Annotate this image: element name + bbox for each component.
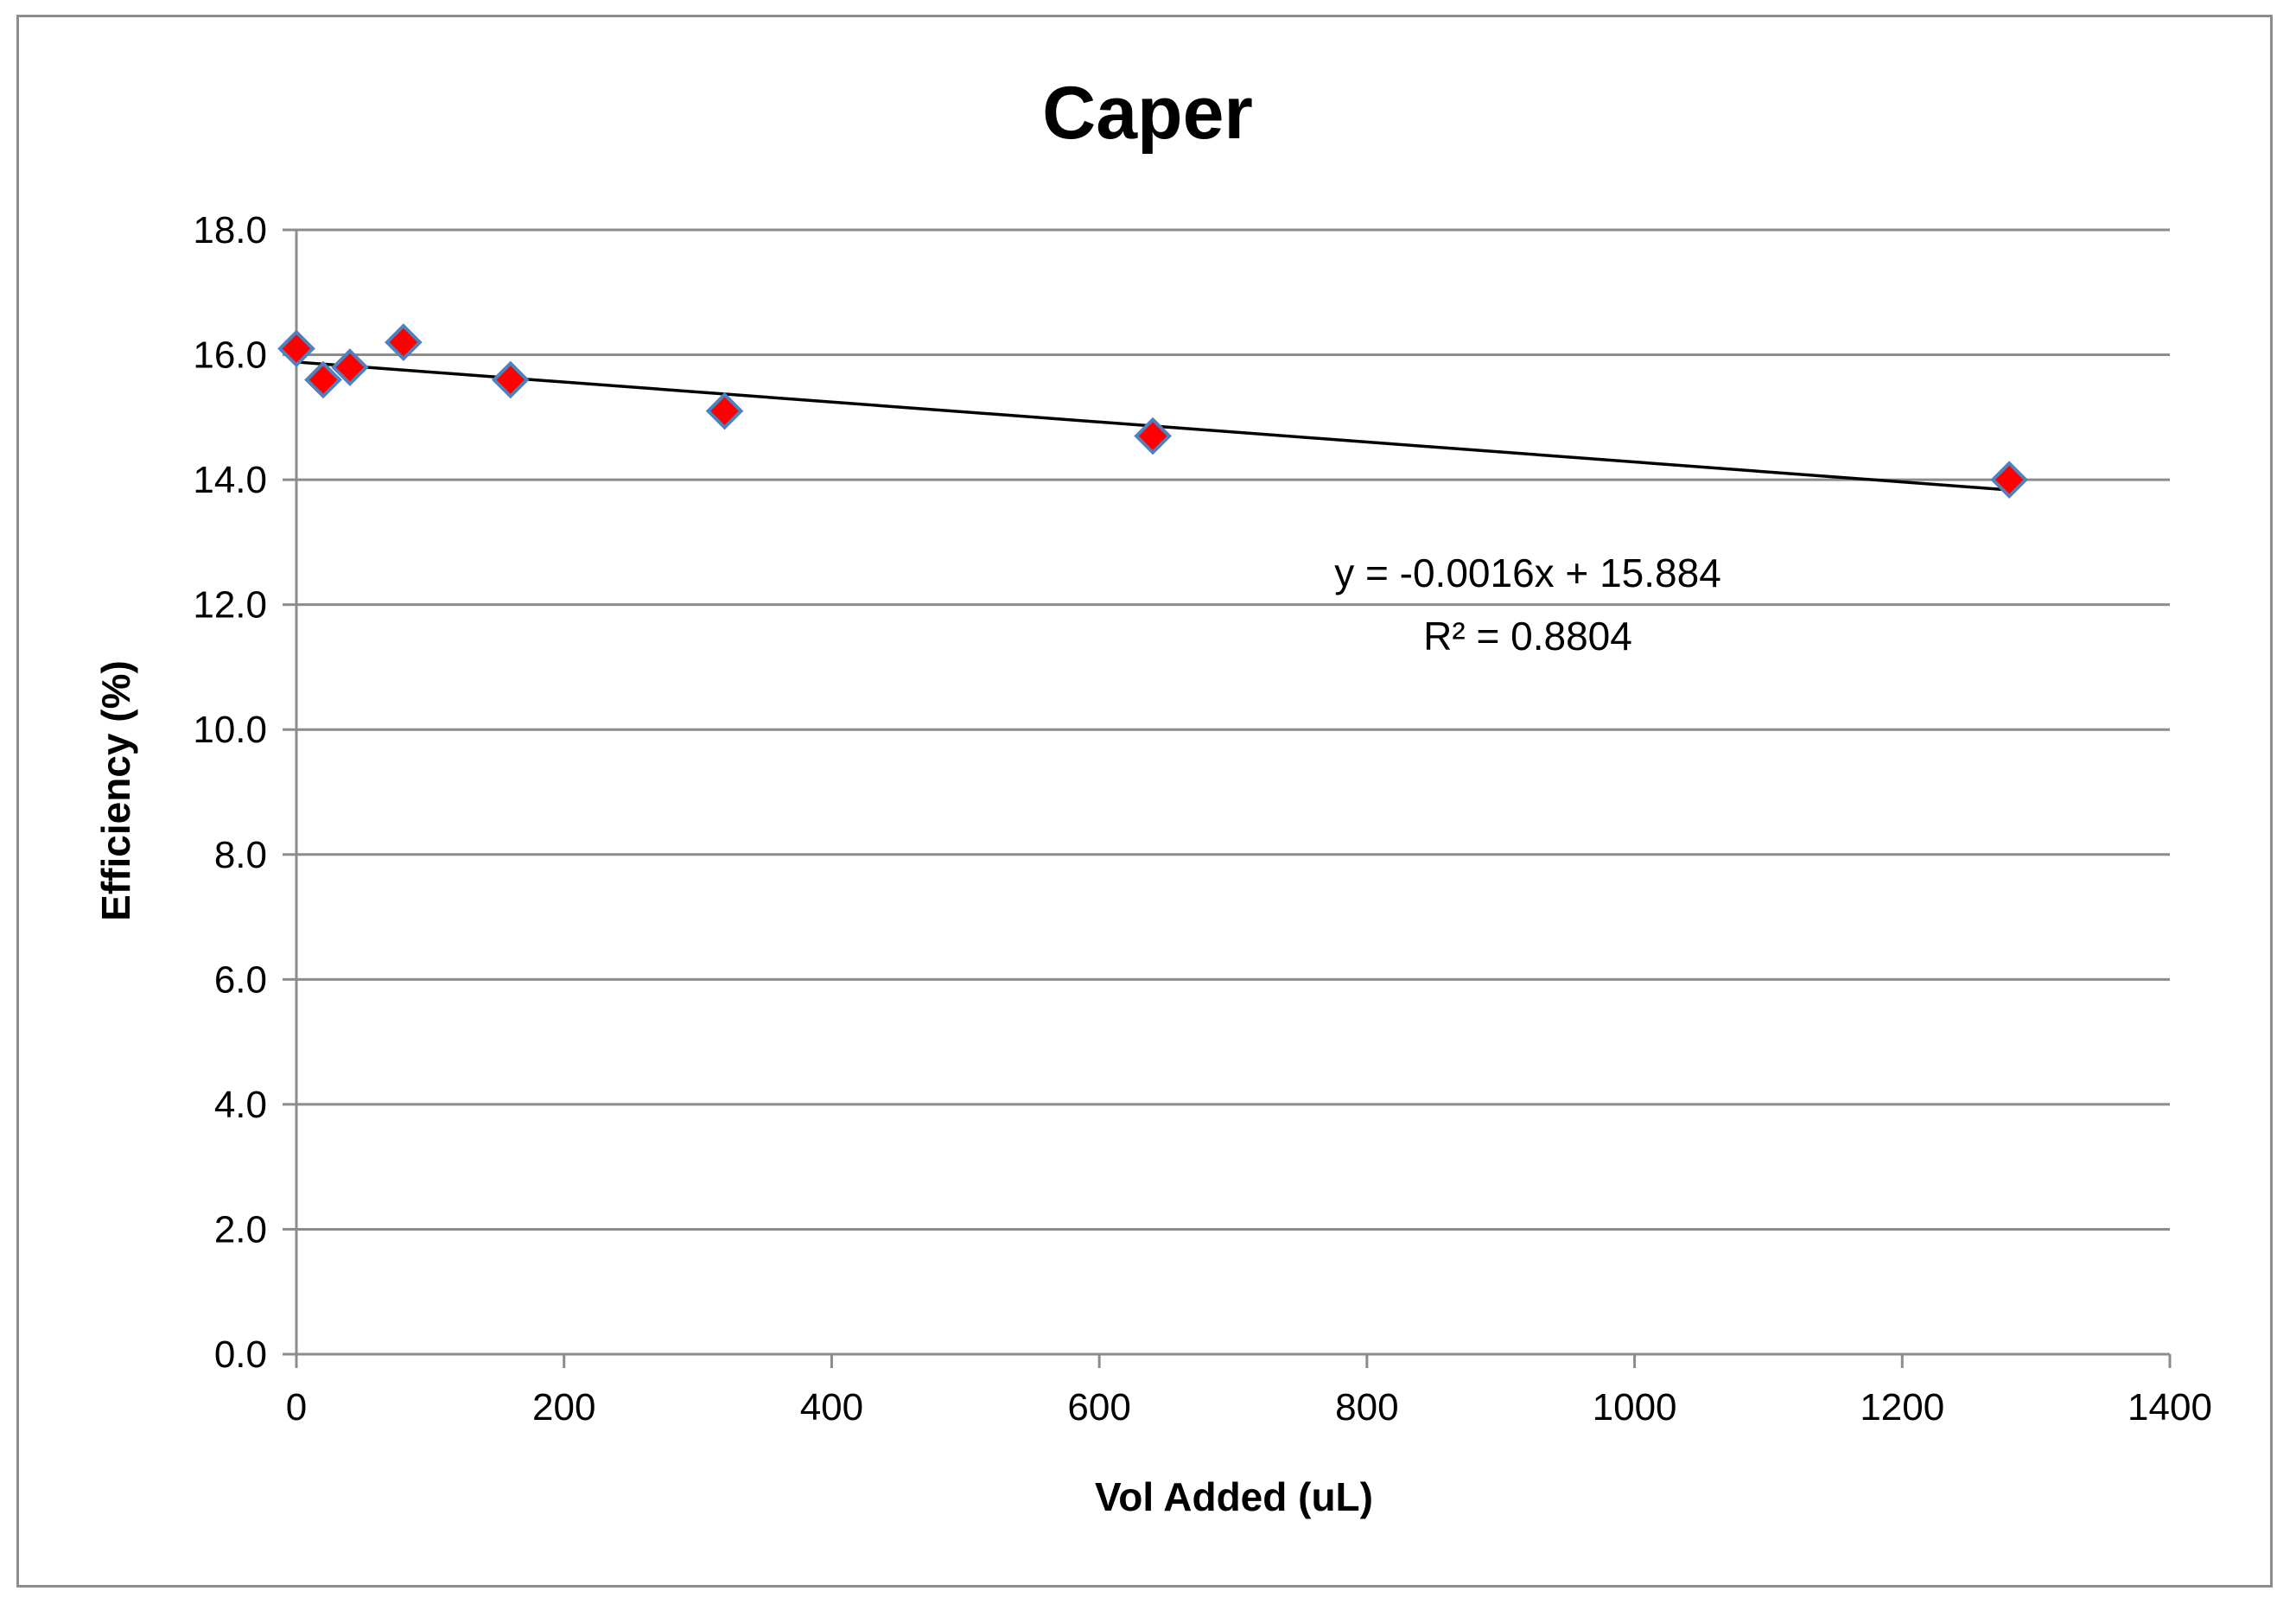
trendline-equation: y = -0.0016x + 15.884 xyxy=(1334,550,1721,595)
y-axis-title: Efficiency (%) xyxy=(93,660,138,921)
x-axis-title: Vol Added (uL) xyxy=(1095,1474,1373,1519)
data-point xyxy=(331,348,369,386)
gridlines xyxy=(296,228,2170,1231)
x-tick-label: 1200 xyxy=(1860,1386,1944,1429)
y-tick-label: 2.0 xyxy=(214,1208,267,1250)
x-tick-label: 400 xyxy=(800,1386,863,1429)
x-tick-label: 800 xyxy=(1335,1386,1398,1429)
y-tick-label: 8.0 xyxy=(214,834,267,876)
data-point xyxy=(277,329,315,368)
data-point xyxy=(1990,461,2028,499)
chart-title: Caper xyxy=(1042,72,1253,155)
x-tick-label: 200 xyxy=(532,1386,595,1429)
y-tick-label: 0.0 xyxy=(214,1333,267,1376)
data-point xyxy=(304,360,342,399)
data-point xyxy=(1134,417,1172,455)
y-tick-label: 4.0 xyxy=(214,1084,267,1126)
x-tick-label: 1000 xyxy=(1593,1386,1677,1429)
tick-labels: 0.0 2.0 4.0 6.0 8.0 10.0 12.0 14.0 16.0 18.0 0 200 4… xyxy=(193,209,2212,1429)
y-tick-label: 12.0 xyxy=(193,584,267,627)
x-tick-label: 600 xyxy=(1067,1386,1130,1429)
data-point xyxy=(491,360,530,399)
y-tick-label: 10.0 xyxy=(193,709,267,751)
y-tick-label: 6.0 xyxy=(214,958,267,1001)
x-tick-label: 1400 xyxy=(2127,1386,2212,1429)
trendline-r-squared: R² = 0.8804 xyxy=(1423,614,1632,659)
y-tick-label: 16.0 xyxy=(193,334,267,377)
axes xyxy=(283,228,2172,1368)
y-tick-label: 18.0 xyxy=(193,209,267,251)
chart-frame xyxy=(16,15,2273,1588)
x-tick-label: 0 xyxy=(286,1386,307,1429)
data-point xyxy=(385,323,423,361)
data-point xyxy=(705,391,744,430)
data-points xyxy=(277,323,2028,499)
y-tick-label: 14.0 xyxy=(193,459,267,501)
